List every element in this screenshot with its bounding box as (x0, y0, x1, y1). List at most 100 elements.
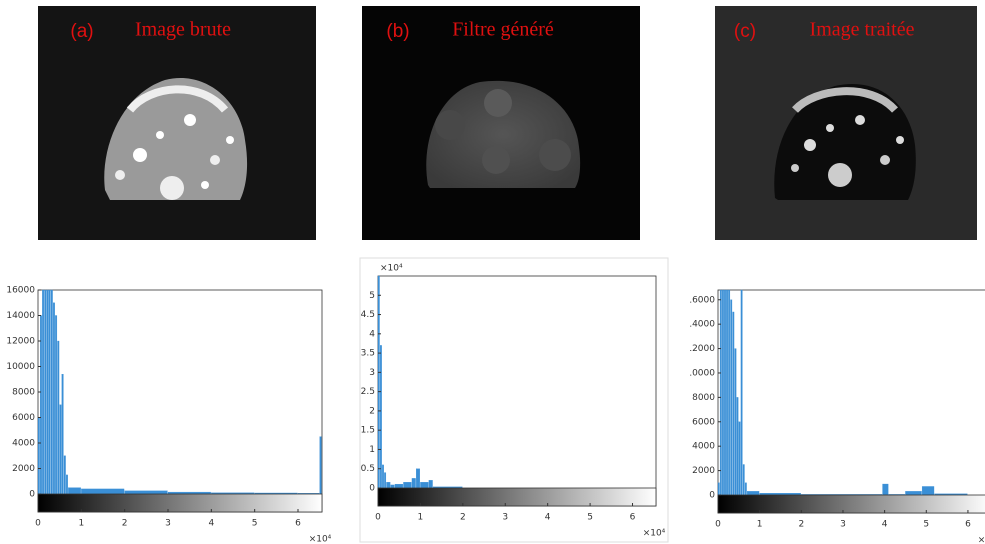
colorbar (377, 487, 657, 507)
y-tick-label: 4.5 (361, 310, 375, 320)
x-tick-label: 1 (418, 513, 424, 523)
y-tick-label: 3 (369, 368, 375, 378)
histogram-bar (730, 299, 733, 496)
y-tick-label: 2 (369, 406, 375, 416)
plot-area (37, 289, 323, 513)
y-tick-label: 16000 (6, 286, 35, 296)
x-tick-label: 2 (798, 520, 804, 530)
x-tick-label: 5 (923, 520, 929, 530)
panel-label: (b) (386, 21, 409, 42)
histogram-bar (63, 455, 66, 495)
histogram-bar (44, 289, 47, 495)
y-tick-label: 2.5 (361, 387, 375, 397)
histogram-bar (53, 302, 55, 495)
y-tick-label: 10000 (6, 362, 35, 372)
histogram-bar (46, 289, 49, 495)
x-tick-label: 4 (208, 519, 214, 529)
image-raw (38, 6, 316, 240)
histogram-bar (382, 464, 384, 489)
x-tick-label: 0 (715, 520, 721, 530)
image-filter (362, 6, 640, 240)
histogram-bar (744, 482, 747, 496)
histogram-bar (724, 289, 726, 496)
histogram-bar (66, 474, 68, 495)
y-tick-label: 10000 (686, 368, 715, 378)
histogram-bar (736, 397, 739, 496)
histogram-bar (319, 436, 322, 495)
x-tick-label: 6 (295, 519, 301, 529)
histogram-bar (719, 289, 722, 496)
histogram-bar (738, 421, 741, 496)
y-tick-label: 0 (29, 490, 35, 500)
histogram-bar (59, 404, 62, 495)
x-tick-label: 5 (587, 513, 593, 523)
histogram-bar (57, 340, 60, 495)
histogram-bar (48, 289, 51, 495)
histogram-chart: 0 2000 4000 6000 8000 10000 12000 14000 16000 0 1 2… (686, 289, 985, 544)
histogram-bar (403, 482, 412, 489)
histogram-bar (905, 491, 922, 496)
histogram-bar (728, 289, 731, 496)
y-tick-label: 12000 (686, 344, 715, 354)
histogram-bar (428, 480, 433, 489)
histogram-bar (747, 491, 760, 496)
x-tick-label: 4 (882, 520, 888, 530)
histogram-bar (394, 483, 404, 489)
colorbar (37, 493, 323, 513)
y-tick-label: 8000 (12, 388, 35, 398)
histogram-bar (740, 289, 743, 496)
x-tick-label: 3 (502, 513, 508, 523)
y-tick-label: 2000 (12, 464, 35, 474)
histogram-bar (37, 417, 40, 495)
y-tick-label: 2000 (692, 466, 715, 476)
histogram-bar (717, 482, 720, 496)
histogram-bar (390, 484, 395, 489)
histogram-bar (882, 483, 889, 496)
panel-frame (359, 257, 669, 543)
colorbar (717, 494, 985, 514)
histogram-bar (124, 490, 168, 495)
histogram-bar (411, 478, 416, 489)
x-tick-label: 2 (122, 519, 128, 529)
histogram-bar (61, 373, 64, 495)
histogram-bar (379, 345, 382, 489)
plot-area (377, 275, 657, 507)
x-tick-label: 5 (252, 519, 258, 529)
histogram-bar (420, 482, 429, 489)
y-tick-label: 0.5 (361, 464, 375, 474)
y-tick-label: 12000 (6, 337, 35, 347)
histogram-bar (416, 468, 420, 489)
y-tick-label: 4 (369, 329, 375, 339)
x-tick-label: 3 (165, 519, 171, 529)
histogram-chart: 0 0.5 1 1.5 2 2.5 3 3.5 4 4.5 5 0 1 2 3 4 5 6 ×10⁴ ×10⁴ (361, 264, 666, 539)
x-tick-label: 6 (630, 513, 636, 523)
plot-area (717, 289, 985, 514)
y-tick-label: 8000 (692, 393, 715, 403)
x-tick-label: 1 (78, 519, 84, 529)
x-tick-label: 0 (35, 519, 41, 529)
histogram-bar (81, 488, 125, 495)
histogram-bar (40, 315, 42, 495)
panel-label: (c) (734, 21, 756, 42)
x-tick-label: 6 (965, 520, 971, 530)
x-tick-label: 1 (757, 520, 763, 530)
y-tick-label: 1 (369, 445, 375, 455)
y-tick-label: 3.5 (361, 349, 375, 359)
x-exponent: ×10⁴ (978, 536, 985, 544)
y-tick-label: 4000 (12, 439, 35, 449)
histogram-bar (921, 486, 935, 496)
panel-title: Image brute (135, 19, 231, 41)
histogram-bar (377, 275, 380, 489)
histogram-bar (732, 311, 735, 496)
y-tick-label: 1.5 (361, 426, 375, 436)
panel-title: Filtre généré (452, 19, 554, 41)
x-tick-label: 4 (545, 513, 551, 523)
histogram-bar (50, 289, 53, 495)
image-processed (715, 6, 977, 240)
histogram-bar (742, 464, 745, 496)
x-exponent: ×10⁴ (309, 535, 332, 544)
histogram-bar (42, 289, 45, 495)
x-tick-label: 3 (840, 520, 846, 530)
histogram-chart: 0 2000 4000 6000 8000 10000 12000 14000 16000 0 1 2… (6, 286, 331, 544)
